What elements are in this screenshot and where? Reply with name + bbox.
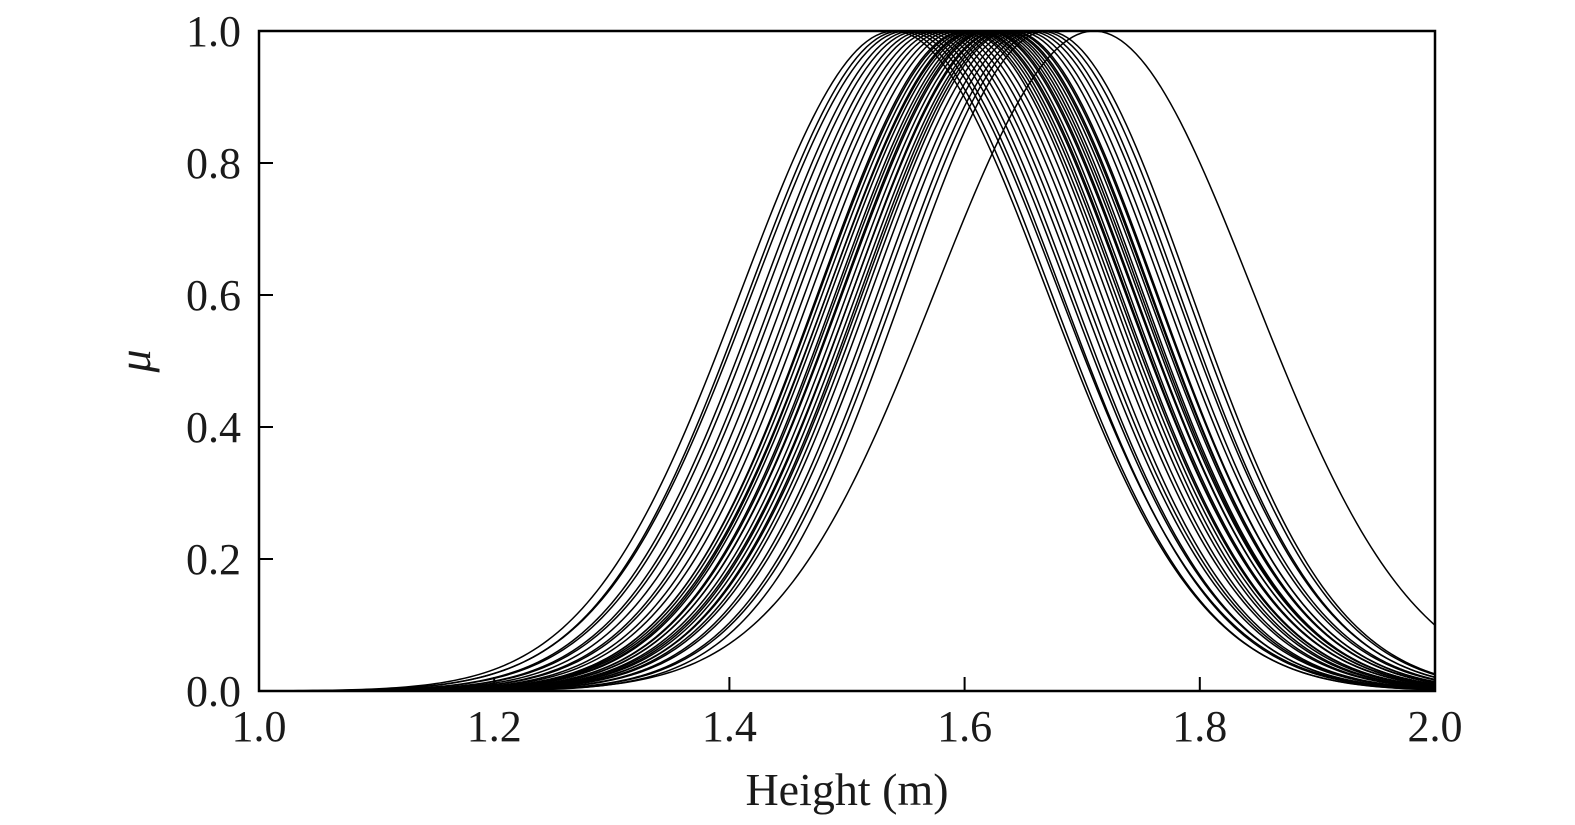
x-tick-label: 1.0 xyxy=(232,702,287,751)
curves-group xyxy=(258,30,1436,692)
x-tick-label: 2.0 xyxy=(1408,702,1463,751)
x-tick-label: 1.8 xyxy=(1172,702,1227,751)
y-tick-label: 0.2 xyxy=(186,535,241,584)
x-tick-label: 1.2 xyxy=(467,702,522,751)
x-tick-label: 1.6 xyxy=(937,702,992,751)
y-tick-label: 0.4 xyxy=(186,403,241,452)
series-line-3 xyxy=(258,30,1436,692)
plot-frame xyxy=(257,29,1437,693)
x-tick-label: 1.4 xyxy=(702,702,757,751)
x-axis-label: Height (m) xyxy=(745,764,948,815)
y-tick-label: 0.0 xyxy=(186,667,241,716)
y-tick-label: 1.0 xyxy=(186,7,241,56)
y-tick-label: 0.8 xyxy=(186,139,241,188)
ticks-group xyxy=(258,30,1436,692)
tick-labels-group: 1.0 1.2 1.4 1.6 1.8 2.0 0.0 0.2 0.4 0.6 0.8 1.0 xyxy=(186,7,1463,751)
y-axis-label: μ xyxy=(109,349,160,373)
series-line-16 xyxy=(259,30,1436,692)
y-tick-label: 0.6 xyxy=(186,271,241,320)
series-line-7 xyxy=(259,30,1436,692)
